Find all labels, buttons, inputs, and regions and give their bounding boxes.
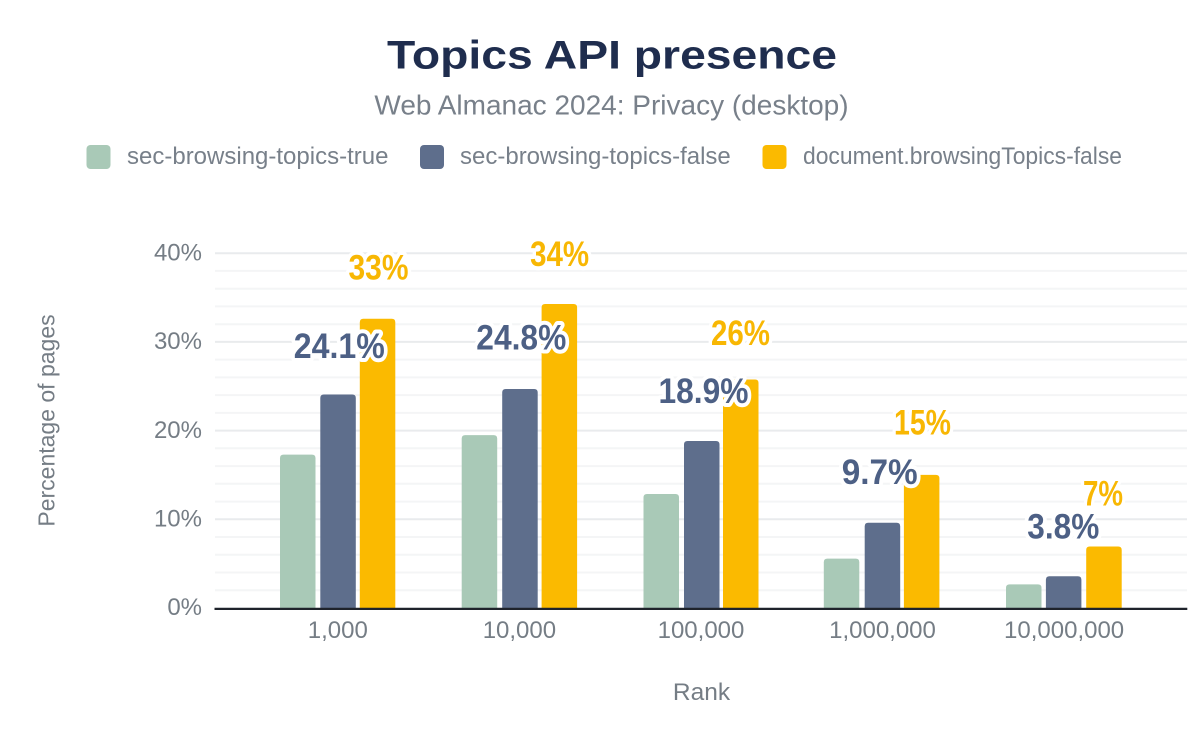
svg-text:1,000,000: 1,000,000: [829, 617, 936, 644]
svg-text:Topics API presence: Topics API presence: [387, 34, 837, 78]
svg-text:sec-browsing-topics-false: sec-browsing-topics-false: [460, 143, 731, 170]
svg-text:Rank: Rank: [673, 679, 731, 706]
svg-text:3.8%: 3.8%: [1027, 507, 1099, 546]
svg-text:18.9%: 18.9%: [659, 372, 749, 411]
svg-text:30%: 30%: [154, 328, 202, 355]
svg-text:document.browsingTopics-false: document.browsingTopics-false: [803, 143, 1122, 170]
svg-text:40%: 40%: [154, 239, 202, 266]
svg-text:20%: 20%: [154, 417, 202, 444]
svg-text:24.8%: 24.8%: [476, 319, 566, 358]
svg-text:15%: 15%: [894, 403, 951, 442]
svg-text:0%: 0%: [167, 594, 202, 621]
svg-text:26%: 26%: [711, 314, 770, 353]
svg-text:sec-browsing-topics-true: sec-browsing-topics-true: [127, 143, 388, 170]
svg-text:Percentage of pages: Percentage of pages: [34, 314, 60, 526]
svg-text:33%: 33%: [349, 249, 409, 288]
svg-text:Web Almanac 2024: Privacy (des: Web Almanac 2024: Privacy (desktop): [374, 90, 848, 121]
svg-text:10,000,000: 10,000,000: [1004, 617, 1124, 644]
svg-text:10,000: 10,000: [483, 617, 556, 644]
svg-text:1,000: 1,000: [308, 617, 368, 644]
svg-text:7%: 7%: [1083, 475, 1123, 514]
svg-text:10%: 10%: [154, 506, 202, 533]
svg-text:100,000: 100,000: [658, 617, 745, 644]
svg-text:24.1%: 24.1%: [294, 327, 385, 366]
svg-text:34%: 34%: [530, 235, 589, 274]
svg-text:9.7%: 9.7%: [842, 453, 918, 492]
